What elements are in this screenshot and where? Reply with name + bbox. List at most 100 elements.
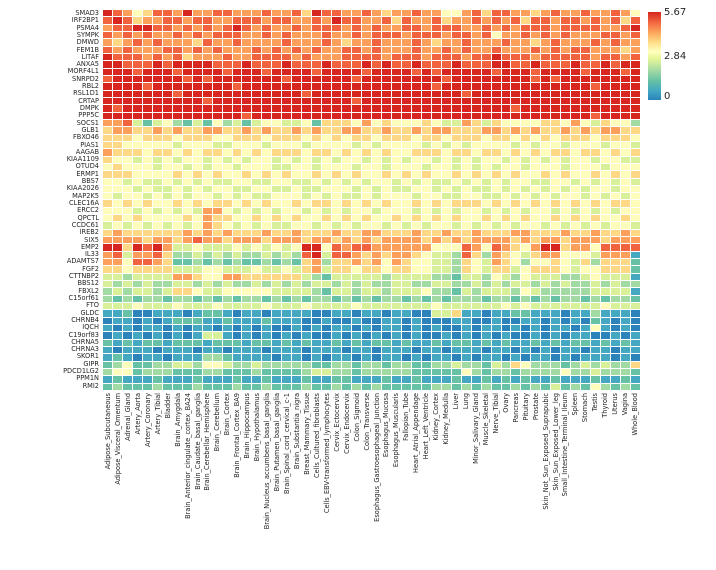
column-label: Kidney_Cortex <box>432 393 441 441</box>
heatmap-cell <box>561 347 571 354</box>
heatmap-cell <box>172 127 182 134</box>
heatmap-cell <box>431 163 441 171</box>
heatmap-cell <box>182 149 192 156</box>
heatmap-cell <box>252 259 262 266</box>
heatmap-cell <box>531 141 541 149</box>
heatmap-cell <box>571 273 581 281</box>
heatmap-cell <box>372 369 381 376</box>
heatmap-cell <box>601 119 611 127</box>
column-label: Nerve_Tibial <box>491 393 500 434</box>
heatmap-cell <box>332 200 342 207</box>
heatmap-cell <box>391 215 401 222</box>
heatmap-cell <box>182 295 192 303</box>
heatmap-cell <box>611 134 621 141</box>
heatmap-cell <box>362 193 371 200</box>
heatmap-cell <box>551 83 561 90</box>
heatmap-cell <box>401 97 411 105</box>
heatmap-cell <box>381 134 391 141</box>
heatmap-cell <box>202 127 212 134</box>
heatmap-cell <box>202 149 212 156</box>
heatmap-cell <box>481 31 491 39</box>
heatmap-cell <box>112 141 122 149</box>
heatmap-cell <box>322 31 332 39</box>
heatmap-cell <box>551 156 561 163</box>
heatmap-cell <box>531 207 541 215</box>
heatmap-cell <box>362 317 371 325</box>
heatmap-cell <box>441 317 451 325</box>
heatmap-cell <box>152 244 162 251</box>
heatmap-cell <box>491 222 501 229</box>
heatmap-cell <box>332 288 342 295</box>
heatmap-cell <box>232 134 242 141</box>
heatmap-cell <box>561 310 571 317</box>
heatmap-cell <box>541 222 551 229</box>
heatmap-cell <box>182 200 192 207</box>
heatmap-cell <box>352 46 362 53</box>
heatmap-cell <box>172 97 182 105</box>
heatmap-cell <box>312 185 322 193</box>
heatmap-cell <box>172 259 182 266</box>
heatmap-cell <box>312 295 322 303</box>
heatmap-cell <box>202 303 212 310</box>
heatmap-cell <box>172 251 182 259</box>
heatmap-cell <box>601 68 611 75</box>
heatmap-cell <box>601 361 611 369</box>
heatmap-cell <box>611 90 621 97</box>
heatmap-cell <box>112 46 122 53</box>
heatmap-cell <box>212 83 222 90</box>
heatmap-cell <box>631 141 640 149</box>
heatmap-cell <box>451 310 461 317</box>
heatmap-cell <box>262 68 272 75</box>
heatmap-cell <box>242 149 252 156</box>
heatmap-cell <box>332 259 342 266</box>
heatmap-cell <box>511 127 521 134</box>
heatmap-cell <box>332 17 342 24</box>
heatmap-cell <box>112 193 122 200</box>
heatmap-cell <box>591 10 601 17</box>
heatmap-cell <box>312 68 322 75</box>
row-label: GIPR <box>83 359 99 368</box>
row-label: CLEC16A <box>69 199 99 207</box>
heatmap-cell <box>431 185 441 193</box>
heatmap-cell <box>441 31 451 39</box>
heatmap-cell <box>631 31 640 39</box>
heatmap-cell <box>561 200 571 207</box>
heatmap-cell <box>103 295 112 303</box>
heatmap-cell <box>481 171 491 178</box>
heatmap-cell <box>252 251 262 259</box>
heatmap-cell <box>621 119 631 127</box>
heatmap-cell <box>531 24 541 31</box>
heatmap-cell <box>451 10 461 17</box>
row-label: CRTAP <box>78 96 99 105</box>
heatmap-cell <box>571 163 581 171</box>
heatmap-cell <box>272 90 282 97</box>
heatmap-cell <box>411 259 421 266</box>
heatmap-cell <box>391 53 401 61</box>
heatmap-cell <box>132 288 142 295</box>
heatmap-cell <box>601 75 611 83</box>
heatmap-cell <box>272 10 282 17</box>
heatmap-cell <box>541 354 551 361</box>
heatmap-cell <box>192 383 202 390</box>
heatmap-cell <box>631 266 640 273</box>
heatmap-cell <box>142 295 152 303</box>
heatmap-cell <box>302 222 312 229</box>
column-label: Breast_Mammary_Tissue <box>302 393 311 475</box>
heatmap-cell <box>531 273 541 281</box>
heatmap-cell <box>312 281 322 288</box>
heatmap-cell <box>122 46 132 53</box>
heatmap-cell <box>222 61 232 68</box>
heatmap-cell <box>252 134 262 141</box>
heatmap-cell <box>591 259 601 266</box>
heatmap-cell <box>322 310 332 317</box>
heatmap-cell <box>431 46 441 53</box>
heatmap-cell <box>212 317 222 325</box>
heatmap-cell <box>521 46 531 53</box>
heatmap-cell <box>292 295 302 303</box>
heatmap-cell <box>571 347 581 354</box>
heatmap-cell <box>581 61 591 68</box>
heatmap-cell <box>391 325 401 332</box>
heatmap-cell <box>232 90 242 97</box>
heatmap-cell <box>222 273 232 281</box>
heatmap-cell <box>431 31 441 39</box>
